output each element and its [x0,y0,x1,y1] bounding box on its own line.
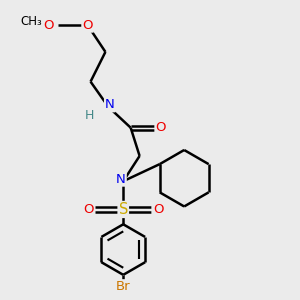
Text: O: O [83,203,94,216]
Text: S: S [118,202,128,217]
Text: Br: Br [116,280,130,293]
Text: O: O [153,203,163,216]
Text: CH₃: CH₃ [21,15,43,28]
Text: N: N [116,172,126,186]
Text: N: N [105,98,115,111]
Text: O: O [82,19,93,32]
Text: O: O [156,121,166,134]
Text: O: O [44,19,54,32]
Text: H: H [84,109,94,122]
